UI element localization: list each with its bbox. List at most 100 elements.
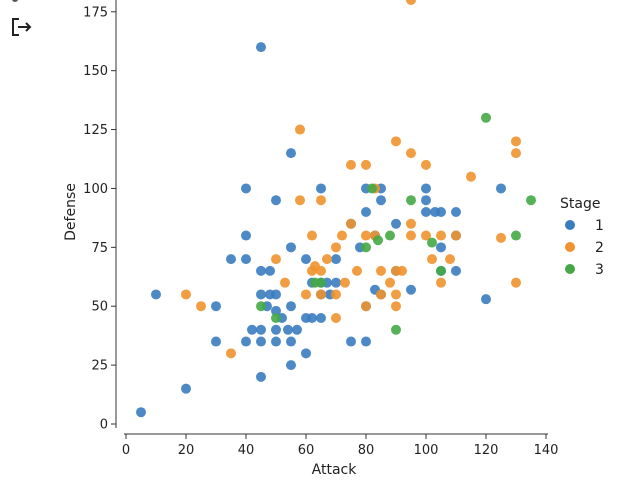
data-point-stage-2 (340, 277, 350, 288)
data-point-stage-2 (361, 230, 371, 241)
y-tick-label: 50 (91, 300, 108, 315)
data-point-stage-2 (436, 277, 446, 288)
x-axis-label: Attack (312, 462, 358, 478)
data-point-stage-1 (256, 336, 266, 347)
data-point-stage-1 (256, 371, 266, 382)
data-point-stage-1 (421, 183, 431, 194)
data-point-stage-2 (496, 232, 506, 243)
data-point-stage-1 (391, 218, 401, 229)
legend-marker-1 (565, 220, 575, 230)
export-icon[interactable] (8, 14, 34, 40)
data-point-stage-1 (301, 254, 311, 265)
data-point-stage-3 (511, 230, 521, 241)
x-tick-label: 40 (238, 443, 255, 458)
data-point-stage-3 (526, 195, 536, 206)
data-point-stage-2 (421, 230, 431, 241)
data-point-stage-1 (301, 348, 311, 359)
x-tick-label: 120 (474, 443, 499, 458)
data-point-stage-2 (511, 148, 521, 159)
data-point-stage-1 (256, 42, 266, 53)
data-point-stage-2 (421, 159, 431, 170)
data-point-stage-1 (346, 336, 356, 347)
data-point-stage-3 (406, 195, 416, 206)
data-point-stage-2 (511, 277, 521, 288)
y-tick-label: 75 (91, 241, 108, 256)
legend: Stage 1 2 3 (560, 196, 604, 278)
data-point-stage-2 (391, 136, 401, 147)
data-point-stage-2 (331, 289, 341, 300)
data-point-stage-1 (316, 313, 326, 323)
data-point-stage-2 (316, 265, 326, 276)
data-point-stage-1 (451, 265, 461, 276)
data-point-stage-1 (271, 195, 281, 206)
data-point-stage-1 (256, 324, 266, 335)
data-point-stage-2 (445, 254, 455, 265)
data-point-stage-1 (361, 207, 371, 217)
data-point-stage-2 (451, 230, 461, 241)
data-point-stage-1 (211, 301, 221, 312)
data-point-stage-3 (481, 112, 491, 123)
data-point-stage-1 (241, 230, 251, 241)
data-point-stage-2 (406, 218, 416, 229)
data-point-stage-1 (256, 265, 266, 276)
data-point-stage-2 (511, 136, 521, 147)
y-tick-label: 125 (83, 123, 108, 138)
data-point-stage-2 (280, 277, 290, 288)
data-point-stage-1 (286, 148, 296, 159)
data-point-stage-3 (256, 301, 266, 312)
data-point-stage-1 (496, 183, 506, 194)
data-point-stage-2 (331, 313, 341, 323)
legend-label-1: 1 (595, 218, 604, 234)
data-point-stage-1 (307, 313, 317, 323)
data-point-stage-1 (406, 284, 416, 295)
data-point-stage-1 (436, 207, 446, 217)
data-point-stage-2 (376, 289, 386, 300)
data-point-stage-2 (436, 230, 446, 241)
data-point-stage-1 (241, 254, 251, 265)
menu-dot (12, 0, 18, 2)
data-point-stage-2 (406, 230, 416, 241)
data-point-stage-2 (295, 124, 305, 135)
legend-marker-3 (565, 264, 575, 274)
data-point-stage-1 (271, 289, 281, 300)
data-point-stage-2 (301, 289, 311, 300)
x-tick-label: 60 (298, 443, 315, 458)
x-tick-label: 100 (414, 443, 439, 458)
data-point-stage-1 (136, 407, 146, 418)
y-axis-label: Defense (63, 183, 79, 241)
data-point-stage-2 (316, 195, 326, 206)
data-point-stage-3 (361, 242, 371, 253)
data-point-stage-1 (286, 360, 296, 371)
data-point-stage-1 (271, 336, 281, 347)
data-point-stage-2 (196, 301, 206, 312)
data-point-stage-2 (226, 348, 236, 359)
data-point-stage-3 (367, 183, 377, 194)
x-tick-label: 140 (534, 443, 559, 458)
data-point-stage-2 (181, 289, 191, 300)
data-point-stage-1 (256, 289, 266, 300)
data-point-stage-1 (286, 242, 296, 253)
legend-marker-2 (565, 242, 575, 252)
data-point-stage-1 (481, 294, 491, 305)
data-point-stage-1 (436, 242, 446, 253)
data-point-stage-2 (361, 301, 371, 312)
data-point-stage-2 (391, 301, 401, 312)
data-point-stage-1 (247, 324, 257, 335)
points-layer (136, 0, 536, 418)
data-point-stage-1 (283, 324, 293, 335)
data-point-stage-1 (292, 324, 302, 335)
data-point-stage-2 (322, 254, 332, 265)
data-point-stage-1 (316, 183, 326, 194)
data-point-stage-3 (436, 265, 446, 276)
data-point-stage-1 (271, 305, 281, 316)
data-point-stage-2 (397, 265, 407, 276)
data-point-stage-3 (271, 313, 281, 323)
data-point-stage-2 (406, 148, 416, 159)
y-tick-label: 150 (83, 64, 108, 79)
data-point-stage-2 (316, 289, 326, 300)
data-point-stage-1 (451, 207, 461, 217)
data-point-stage-2 (391, 289, 401, 300)
x-tick-label: 20 (178, 443, 195, 458)
data-point-stage-1 (331, 254, 341, 265)
data-point-stage-1 (226, 254, 236, 265)
